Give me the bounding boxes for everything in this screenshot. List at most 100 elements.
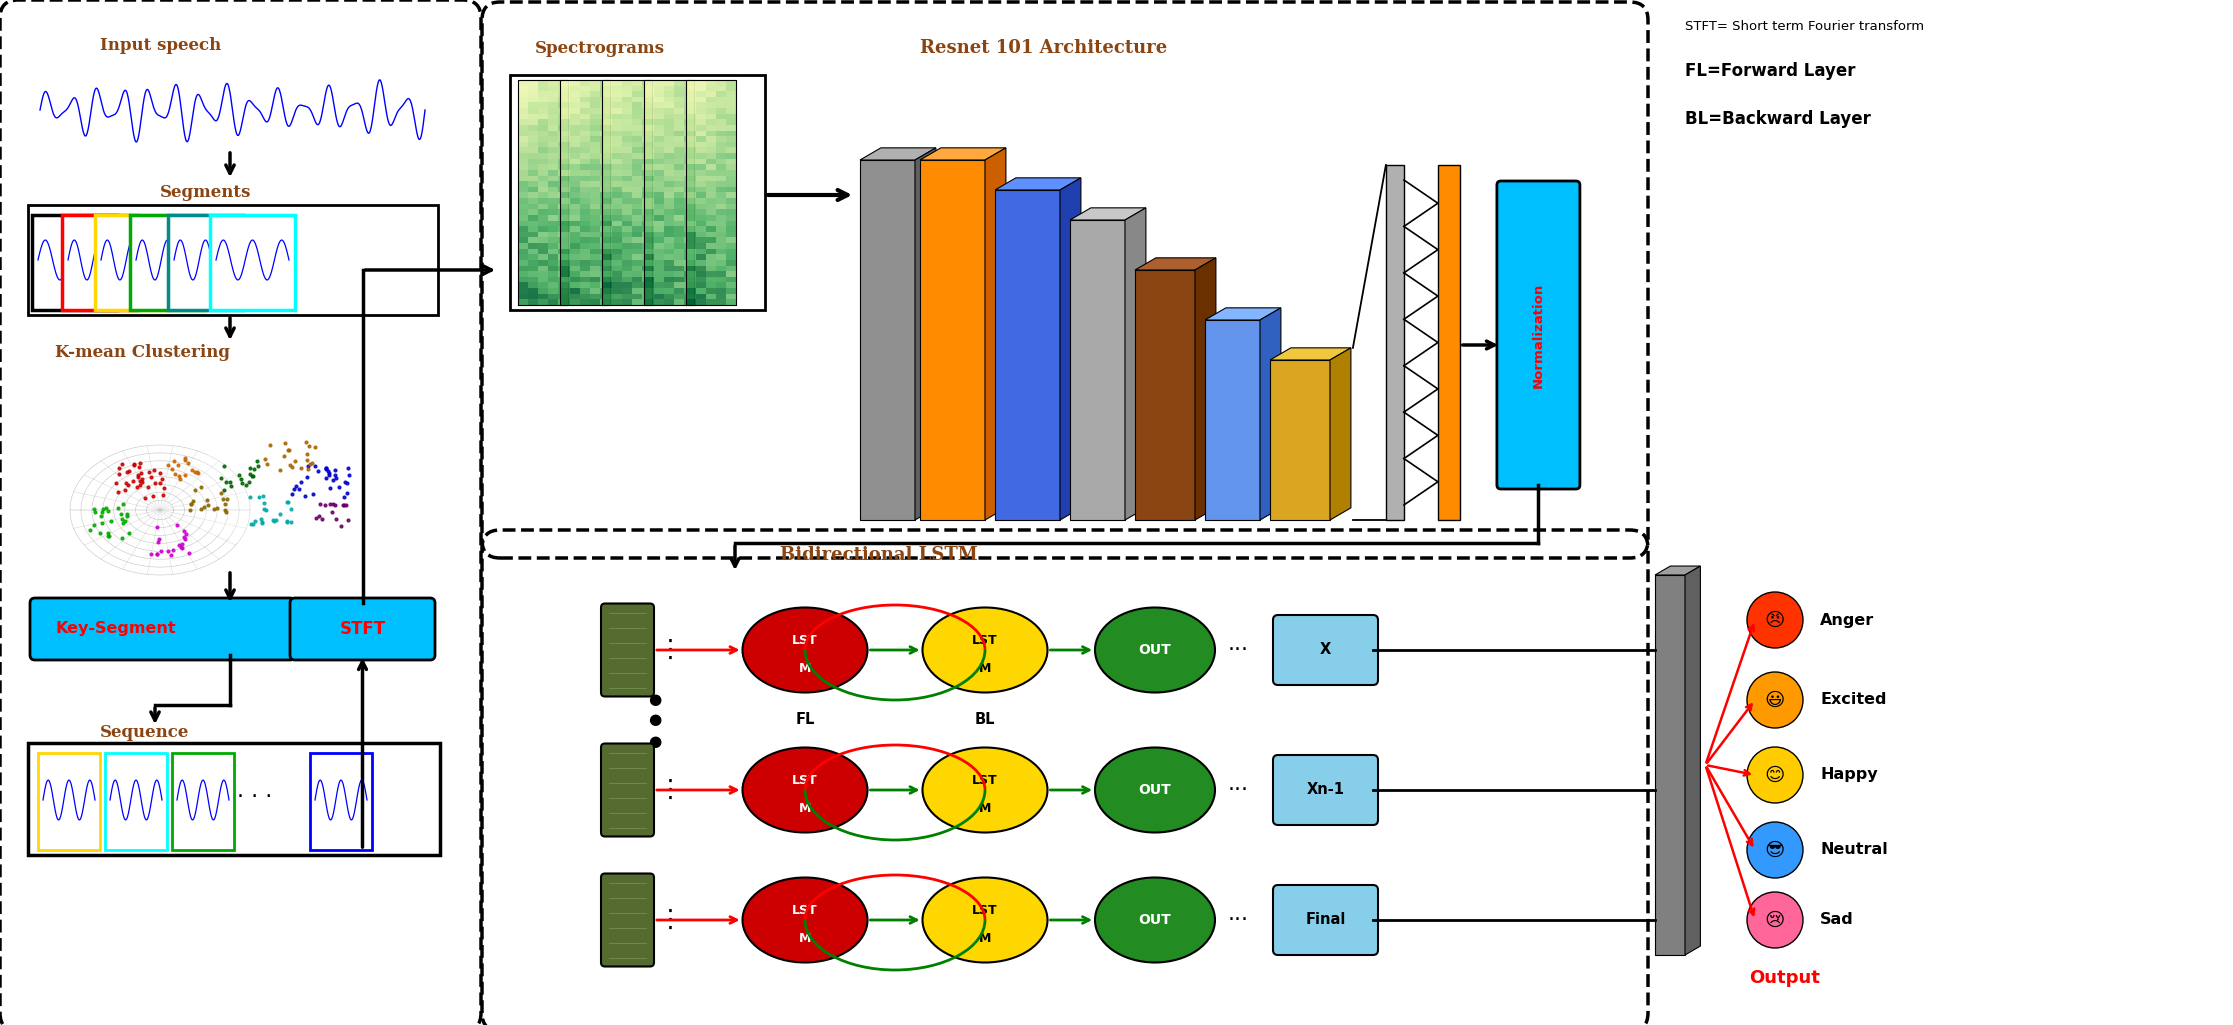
Point [112, 477, 147, 493]
Point [121, 459, 156, 476]
Point [203, 469, 239, 486]
Point [161, 468, 197, 485]
Polygon shape [1259, 308, 1282, 520]
Text: Sequence: Sequence [100, 724, 190, 741]
Point [221, 466, 257, 483]
Text: ···: ··· [1228, 640, 1248, 660]
Point [76, 517, 112, 533]
Point [134, 488, 170, 504]
Point [103, 455, 138, 472]
Text: X: X [1320, 643, 1331, 657]
Point [141, 534, 176, 550]
Point [199, 500, 234, 517]
Point [290, 468, 326, 485]
Point [150, 457, 185, 474]
Point [121, 455, 156, 472]
Point [163, 538, 199, 555]
Point [83, 525, 118, 541]
Text: M: M [799, 661, 811, 674]
Point [208, 502, 243, 519]
Point [317, 467, 353, 484]
Point [286, 488, 322, 504]
FancyBboxPatch shape [29, 598, 295, 660]
Point [138, 519, 174, 535]
Point [190, 497, 226, 514]
FancyBboxPatch shape [1273, 755, 1378, 825]
Circle shape [1746, 747, 1802, 803]
Bar [210, 215, 295, 310]
FancyBboxPatch shape [1496, 181, 1581, 489]
Point [150, 543, 185, 560]
Bar [1438, 165, 1460, 520]
Point [330, 512, 366, 529]
Polygon shape [1206, 308, 1282, 320]
Point [261, 506, 297, 523]
Point [105, 510, 141, 527]
Polygon shape [1125, 208, 1146, 520]
Point [112, 463, 147, 480]
Point [83, 504, 118, 521]
Point [239, 453, 275, 469]
Point [174, 495, 210, 511]
Point [116, 473, 152, 489]
Point [103, 506, 138, 523]
Text: K-mean Clustering: K-mean Clustering [56, 344, 230, 361]
FancyBboxPatch shape [290, 598, 435, 660]
Polygon shape [920, 160, 985, 520]
Text: · · ·: · · · [237, 787, 272, 807]
Point [304, 511, 339, 528]
Polygon shape [1686, 566, 1699, 955]
Point [89, 500, 125, 517]
Point [308, 460, 344, 477]
Point [208, 496, 243, 512]
Point [270, 493, 306, 509]
Point [172, 501, 208, 518]
Bar [96, 215, 170, 310]
Point [134, 545, 170, 562]
Text: Input speech: Input speech [100, 37, 221, 54]
Point [270, 494, 306, 510]
Text: ⋮: ⋮ [657, 908, 683, 932]
Point [290, 438, 326, 454]
Point [232, 465, 268, 482]
Point [121, 467, 156, 484]
Ellipse shape [744, 608, 866, 693]
Point [308, 469, 344, 486]
Point [277, 478, 313, 494]
Point [330, 466, 366, 483]
Point [100, 484, 136, 500]
Point [272, 442, 308, 458]
Point [317, 461, 353, 478]
Point [205, 491, 241, 507]
Point [159, 517, 194, 533]
Point [310, 462, 346, 479]
FancyBboxPatch shape [601, 743, 654, 836]
Text: Excited: Excited [1820, 693, 1887, 707]
Circle shape [1746, 672, 1802, 728]
Point [123, 465, 159, 482]
Point [116, 456, 152, 473]
Text: LST: LST [793, 774, 817, 786]
Point [250, 456, 286, 473]
Polygon shape [1070, 220, 1125, 520]
Bar [31, 215, 116, 310]
Text: M: M [799, 932, 811, 944]
Point [123, 474, 159, 490]
Point [143, 542, 179, 559]
Bar [172, 753, 234, 850]
Point [315, 504, 351, 521]
Point [330, 459, 366, 476]
Point [183, 500, 219, 517]
Point [205, 457, 241, 474]
Point [234, 467, 270, 484]
Bar [29, 743, 440, 855]
Text: ⋮: ⋮ [657, 778, 683, 802]
Text: Normalization: Normalization [1532, 282, 1545, 387]
Text: OUT: OUT [1139, 643, 1172, 657]
Point [130, 479, 165, 495]
Point [205, 482, 241, 498]
Point [234, 468, 270, 485]
Point [246, 501, 281, 518]
Point [174, 493, 210, 509]
Point [214, 478, 250, 494]
